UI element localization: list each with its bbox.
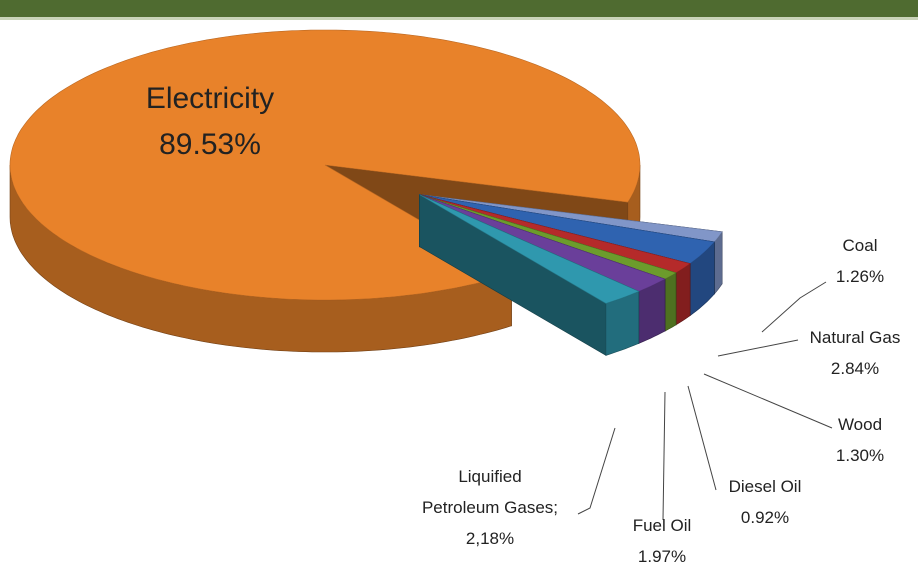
slice	[419, 194, 666, 292]
slice	[419, 194, 640, 304]
value-label: 0.92%	[740, 508, 790, 527]
header-rule	[0, 17, 918, 20]
value-label: 1.30%	[835, 446, 885, 465]
slice-label: Diesel Oil 0.92%	[710, 471, 820, 533]
value-label: 2,18%	[465, 529, 515, 548]
slice-side	[675, 263, 691, 326]
slice-label: Coal 1.26%	[800, 230, 918, 292]
category-label: Liquified Petroleum Gases;	[421, 467, 559, 517]
category-label: Fuel Oil	[632, 516, 692, 535]
slice	[419, 194, 715, 264]
value-label: 1.97%	[637, 547, 687, 566]
slice-label: Electricity 89.53%	[110, 76, 310, 168]
leader-line	[662, 391, 666, 521]
value-label: 1.26%	[835, 267, 885, 286]
value-label: 2.84%	[830, 359, 880, 378]
slice	[9, 29, 641, 301]
slice-label: Liquified Petroleum Gases; 2,18%	[400, 461, 580, 554]
leader-lines	[577, 281, 833, 521]
slice-side	[664, 272, 677, 332]
value-label: 89.53%	[159, 128, 261, 161]
slice-label: Natural Gas 2.84%	[795, 322, 915, 384]
header-bar	[0, 0, 918, 17]
leader-line	[761, 281, 827, 333]
slice-label: Wood 1.30%	[805, 409, 915, 471]
leader-line	[717, 339, 799, 357]
category-label: Coal	[842, 236, 878, 255]
slice	[419, 194, 691, 274]
leader-line	[687, 385, 717, 491]
leader-line	[703, 373, 833, 429]
leader-line	[577, 427, 616, 515]
pie	[9, 29, 723, 356]
category-label: Electricity	[145, 82, 275, 115]
slice-side	[714, 230, 723, 295]
category-label: Natural Gas	[809, 328, 901, 347]
slice-label: Fuel Oil 1.97%	[612, 510, 712, 568]
category-label: Diesel Oil	[728, 477, 802, 496]
category-label: Wood	[837, 415, 883, 434]
